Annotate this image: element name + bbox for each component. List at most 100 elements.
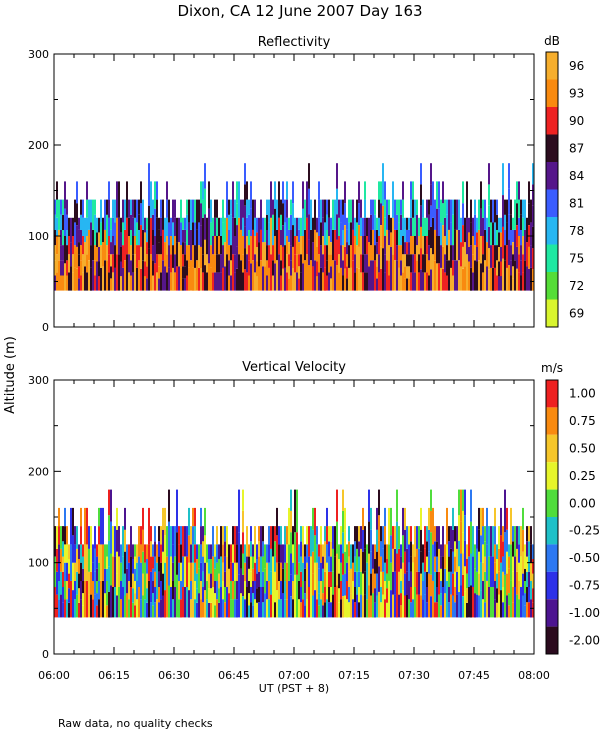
reflectivity-cell [460, 242, 462, 267]
reflectivity-cell [412, 254, 414, 273]
velocity-cell [236, 599, 238, 618]
reflectivity-cell [94, 260, 96, 276]
reflectivity-cell [408, 229, 410, 242]
reflectivity-y-tick-label: 100 [28, 230, 49, 243]
velocity-cell [326, 599, 328, 618]
reflectivity-cell [192, 267, 194, 291]
reflectivity-cell [130, 229, 132, 246]
velocity-cell [270, 571, 272, 595]
velocity-cell [364, 526, 366, 549]
reflectivity-cell [96, 261, 98, 277]
velocity-cell [86, 544, 88, 581]
velocity-cell [402, 590, 404, 618]
velocity-cell [456, 594, 458, 618]
reflectivity-cell [348, 199, 350, 223]
reflectivity-cell [182, 229, 184, 242]
velocity-cell [250, 587, 252, 603]
reflectivity-cell [66, 245, 68, 261]
reflectivity-cell [94, 245, 96, 261]
reflectivity-cell [154, 181, 156, 209]
reflectivity-cell [86, 254, 88, 273]
reflectivity-cell [318, 254, 320, 273]
reflectivity-cell [522, 236, 524, 255]
reflectivity-cell [92, 199, 94, 230]
reflectivity-cell [98, 232, 100, 247]
reflectivity-cell [110, 278, 112, 291]
velocity-cell [332, 549, 334, 572]
velocity-cell [408, 526, 410, 545]
reflectivity-cell [360, 236, 362, 255]
velocity-cell [258, 541, 260, 557]
reflectivity-cell [214, 272, 216, 291]
reflectivity-cell [402, 254, 404, 273]
reflectivity-cell [430, 226, 432, 249]
reflectivity-cell [254, 217, 256, 236]
velocity-cell [98, 599, 100, 618]
velocity-cell [418, 549, 420, 572]
velocity-cell [116, 573, 118, 596]
velocity-cell [238, 489, 240, 533]
velocity-cell [308, 526, 310, 557]
reflectivity-cell [514, 260, 516, 291]
velocity-cell [194, 526, 196, 545]
velocity-cell [392, 526, 394, 549]
reflectivity-cell [416, 275, 418, 291]
reflectivity-cell [208, 236, 210, 264]
velocity-cell [518, 544, 520, 563]
velocity-cell [394, 594, 396, 618]
velocity-cell [462, 489, 464, 511]
velocity-cell [434, 526, 436, 542]
reflectivity-cell [314, 260, 316, 291]
reflectivity-cell [378, 272, 380, 291]
reflectivity-cell [242, 272, 244, 291]
reflectivity-cell [416, 214, 418, 230]
velocity-cell [448, 556, 450, 572]
reflectivity-cell [434, 199, 436, 230]
reflectivity-cell [476, 261, 478, 277]
velocity-cell [470, 553, 472, 586]
velocity-cell [64, 544, 66, 563]
reflectivity-cell [392, 181, 394, 218]
velocity-cell [418, 526, 420, 549]
reflectivity-cell [268, 199, 270, 223]
reflectivity-cell [110, 266, 112, 279]
velocity-cell [430, 574, 432, 597]
reflectivity-cell [54, 199, 56, 215]
reflectivity-cell [380, 225, 382, 247]
velocity-cell [314, 535, 316, 563]
reflectivity-cell [272, 214, 274, 230]
velocity-cell [506, 551, 508, 574]
velocity-cell [348, 587, 350, 603]
reflectivity-cell [302, 236, 304, 264]
velocity-cell [376, 551, 378, 574]
reflectivity-cell [290, 260, 292, 276]
velocity-cell [82, 556, 84, 569]
reflectivity-colorbar-label: 78 [569, 224, 584, 238]
velocity-cell [506, 595, 508, 618]
velocity-cell [152, 605, 154, 618]
velocity-cell [474, 544, 476, 569]
velocity-cell [154, 602, 156, 618]
velocity-cell [296, 574, 298, 618]
reflectivity-cell [338, 254, 340, 273]
reflectivity-cell [94, 199, 96, 215]
reflectivity-cell [66, 275, 68, 291]
reflectivity-cell [532, 163, 534, 185]
velocity-cell [396, 521, 398, 554]
velocity-cell [340, 562, 342, 581]
velocity-cell [114, 526, 116, 557]
velocity-cell [312, 595, 314, 618]
reflectivity-cell [252, 229, 254, 261]
velocity-cell [190, 562, 192, 581]
reflectivity-cell [524, 199, 526, 230]
velocity-cell [340, 599, 342, 618]
reflectivity-cell [326, 275, 328, 291]
velocity-cell [114, 587, 116, 618]
velocity-cell [170, 526, 172, 557]
reflectivity-cell [512, 217, 514, 230]
reflectivity-cell [256, 232, 258, 247]
reflectivity-cell [62, 245, 64, 261]
velocity-cell [276, 507, 278, 536]
velocity-cell [530, 580, 532, 600]
velocity-cell [386, 602, 388, 618]
